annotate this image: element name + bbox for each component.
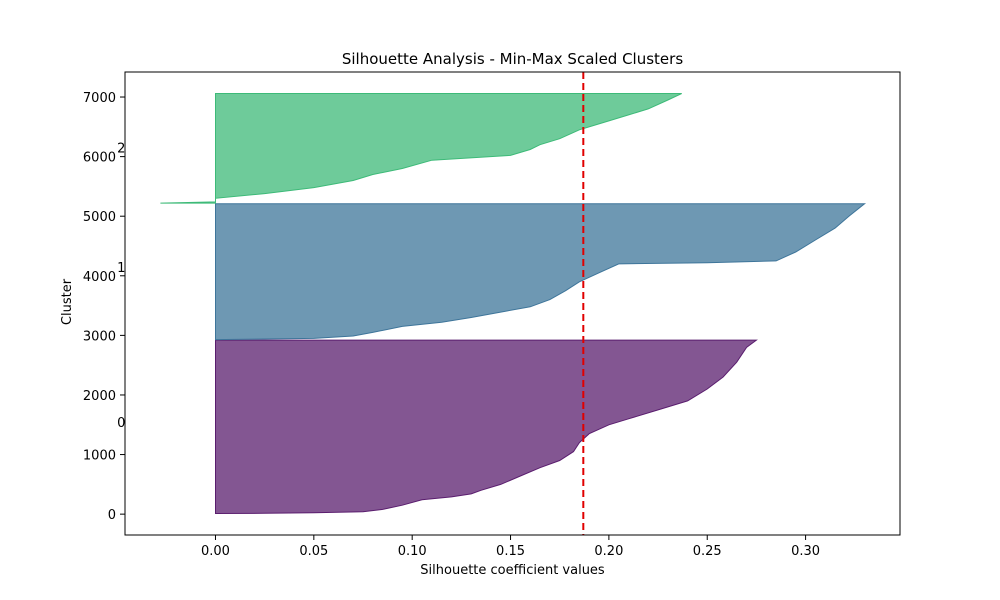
- x-tick-label: 0.05: [299, 544, 328, 559]
- x-tick-label: 0.30: [791, 544, 820, 559]
- x-tick-label: 0.10: [398, 544, 427, 559]
- cluster-0-label: 0: [117, 416, 125, 431]
- y-axis-title: Cluster: [60, 278, 75, 325]
- cluster-1-label: 1: [117, 261, 125, 276]
- cluster-1-silhouette-area: [215, 203, 867, 341]
- y-tick-label: 3000: [83, 329, 116, 344]
- cluster-2-label: 2: [117, 142, 125, 157]
- y-tick-label: 7000: [83, 91, 116, 106]
- x-tick-label: 0.20: [594, 544, 623, 559]
- y-tick-label: 0: [108, 508, 116, 523]
- chart-title: Silhouette Analysis - Min-Max Scaled Clu…: [342, 50, 683, 68]
- x-tick-label: 0.15: [496, 544, 525, 559]
- cluster-2-silhouette-area: [160, 93, 682, 204]
- y-tick-label: 1000: [83, 449, 116, 464]
- x-axis-ticks: 0.00 0.05 0.10 0.15 0.20 0.25 0.30: [201, 535, 820, 559]
- cluster-0-silhouette-area: [215, 339, 758, 515]
- x-tick-label: 0.00: [201, 544, 230, 559]
- y-tick-label: 5000: [83, 210, 116, 225]
- x-tick-label: 0.25: [693, 544, 722, 559]
- y-tick-label: 4000: [83, 270, 116, 285]
- plot-frame: [124, 71, 901, 536]
- x-axis-title: Silhouette coefficient values: [420, 563, 605, 578]
- plot-area: 0 1 2: [117, 72, 867, 535]
- y-tick-label: 6000: [83, 151, 116, 166]
- y-axis-ticks: 0 1000 2000 3000 4000 5000 6000 7000: [83, 91, 125, 523]
- y-tick-label: 2000: [83, 389, 116, 404]
